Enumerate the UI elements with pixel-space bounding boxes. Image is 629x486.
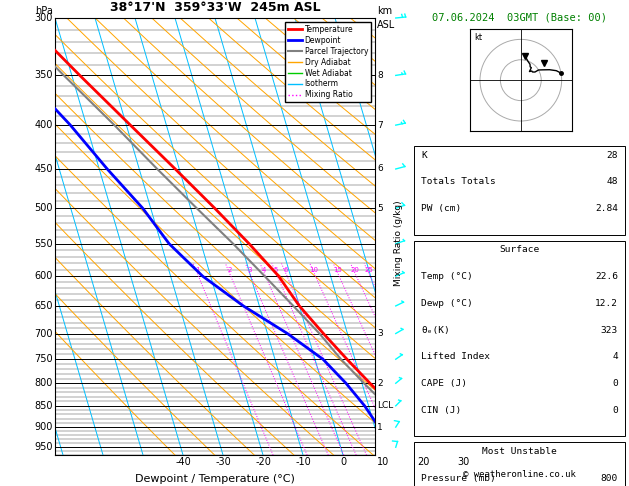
Text: 4: 4 — [612, 352, 618, 362]
Text: 28: 28 — [606, 151, 618, 160]
Text: CAPE (J): CAPE (J) — [421, 379, 467, 388]
Text: 450: 450 — [35, 164, 53, 174]
Text: Dewp (°C): Dewp (°C) — [421, 299, 473, 308]
Text: 2.84: 2.84 — [595, 204, 618, 213]
FancyBboxPatch shape — [415, 241, 625, 436]
Text: -30: -30 — [215, 457, 231, 468]
Text: 12.2: 12.2 — [595, 299, 618, 308]
Text: 38°17'N  359°33'W  245m ASL: 38°17'N 359°33'W 245m ASL — [109, 1, 320, 14]
Text: 350: 350 — [35, 70, 53, 80]
Text: -40: -40 — [175, 457, 191, 468]
Text: Totals Totals: Totals Totals — [421, 177, 496, 187]
Text: 550: 550 — [35, 239, 53, 249]
Text: CIN (J): CIN (J) — [421, 406, 461, 415]
Text: 07.06.2024  03GMT (Base: 00): 07.06.2024 03GMT (Base: 00) — [432, 12, 607, 22]
Text: 1: 1 — [195, 267, 199, 273]
Text: 10: 10 — [377, 457, 389, 468]
Text: Temp (°C): Temp (°C) — [421, 272, 473, 281]
Text: PW (cm): PW (cm) — [421, 204, 461, 213]
Text: 3: 3 — [247, 267, 252, 273]
Text: 500: 500 — [35, 203, 53, 213]
Text: Dewpoint / Temperature (°C): Dewpoint / Temperature (°C) — [135, 473, 295, 484]
Text: θₑ(K): θₑ(K) — [421, 326, 450, 335]
Text: 48: 48 — [606, 177, 618, 187]
Text: 15: 15 — [333, 267, 342, 273]
Text: 323: 323 — [601, 326, 618, 335]
Text: Pressure (mb): Pressure (mb) — [421, 474, 496, 483]
Text: 3: 3 — [377, 329, 382, 338]
Text: 25: 25 — [364, 267, 373, 273]
Text: 0: 0 — [612, 379, 618, 388]
Text: 6: 6 — [284, 267, 288, 273]
Text: 800: 800 — [601, 474, 618, 483]
Text: 600: 600 — [35, 271, 53, 281]
Text: Mixing Ratio (g/kg): Mixing Ratio (g/kg) — [394, 200, 403, 286]
Text: 0: 0 — [612, 406, 618, 415]
Text: ASL: ASL — [377, 20, 395, 31]
Text: Lifted Index: Lifted Index — [421, 352, 490, 362]
Text: 400: 400 — [35, 120, 53, 130]
Text: 20: 20 — [417, 457, 429, 468]
Text: 0: 0 — [340, 457, 346, 468]
Text: 750: 750 — [35, 354, 53, 364]
Text: 6: 6 — [377, 164, 382, 174]
Text: K: K — [421, 151, 427, 160]
Text: 1: 1 — [377, 423, 382, 432]
Text: 950: 950 — [35, 442, 53, 452]
Text: 4: 4 — [262, 267, 267, 273]
Text: 650: 650 — [35, 301, 53, 311]
Text: 5: 5 — [377, 204, 382, 213]
Text: 22.6: 22.6 — [595, 272, 618, 281]
Text: 8: 8 — [377, 71, 382, 80]
FancyBboxPatch shape — [415, 146, 625, 235]
Text: 2: 2 — [227, 267, 231, 273]
Text: 10: 10 — [309, 267, 319, 273]
Text: 700: 700 — [35, 329, 53, 339]
Text: 30: 30 — [457, 457, 469, 468]
Text: -20: -20 — [255, 457, 271, 468]
FancyBboxPatch shape — [415, 442, 625, 486]
Text: 850: 850 — [35, 401, 53, 411]
Text: LCL: LCL — [377, 401, 393, 410]
Text: 20: 20 — [350, 267, 359, 273]
Text: 7: 7 — [377, 121, 382, 130]
Text: 2: 2 — [377, 379, 382, 388]
Text: km: km — [377, 5, 392, 16]
Text: kt: kt — [474, 33, 482, 42]
Text: 300: 300 — [35, 13, 53, 23]
Text: hPa: hPa — [35, 5, 53, 16]
Text: © weatheronline.co.uk: © weatheronline.co.uk — [463, 469, 576, 479]
Legend: Temperature, Dewpoint, Parcel Trajectory, Dry Adiabat, Wet Adiabat, Isotherm, Mi: Temperature, Dewpoint, Parcel Trajectory… — [285, 22, 371, 103]
Text: Surface: Surface — [499, 245, 540, 255]
Text: 900: 900 — [35, 422, 53, 432]
Text: 5: 5 — [274, 267, 278, 273]
Text: Most Unstable: Most Unstable — [482, 447, 557, 456]
Text: -10: -10 — [295, 457, 311, 468]
Text: 800: 800 — [35, 378, 53, 388]
